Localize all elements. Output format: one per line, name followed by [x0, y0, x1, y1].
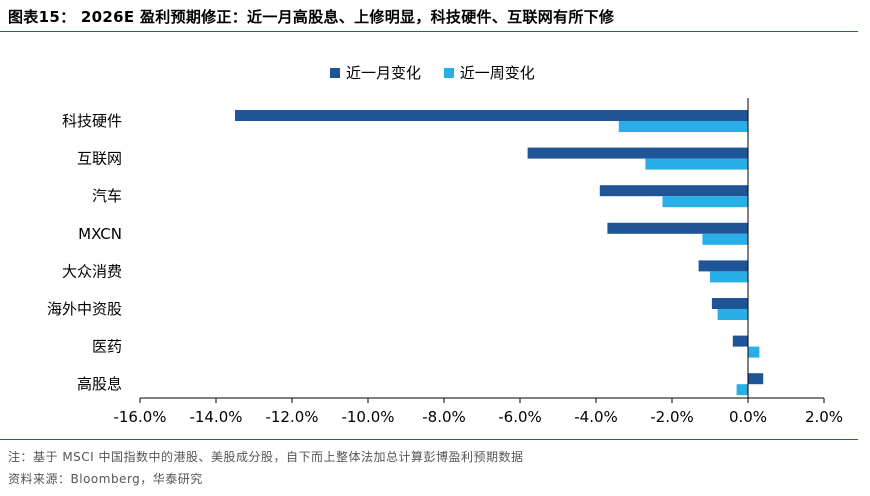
- bar-month-4: [698, 260, 748, 272]
- bar-month-1: [527, 147, 748, 159]
- x-tick-label-8: 0.0%: [729, 408, 767, 426]
- top-rule: [0, 31, 858, 32]
- bar-month-0: [235, 110, 748, 121]
- category-label-2: 汽车: [92, 187, 122, 205]
- legend-label-month: 近一月变化: [346, 64, 422, 82]
- x-tick-label-6: -4.0%: [574, 408, 618, 426]
- x-tick-label-2: -12.0%: [265, 408, 318, 426]
- legend-item-week: 近一周变化: [443, 62, 535, 83]
- legend-item-month: 近一月变化: [330, 62, 421, 83]
- legend-swatch-week: [443, 67, 454, 78]
- bar-month-6: [732, 335, 748, 347]
- chart-title: 图表15： 2026E 盈利预期修正：近一月高股息、上修明显，科技硬件、互联网有…: [8, 8, 615, 26]
- category-label-1: 互联网: [77, 150, 122, 168]
- category-label-6: 医药: [92, 338, 122, 356]
- footnote: 注：基于 MSCI 中国指数中的港股、美股成分股，自下而上整体法加总计算彭博盈利…: [8, 450, 524, 464]
- category-label-0: 科技硬件: [62, 112, 122, 130]
- category-label-3: MXCN: [78, 225, 122, 243]
- category-label-4: 大众消费: [62, 262, 122, 280]
- bar-week-5: [717, 309, 748, 320]
- bar-month-3: [607, 222, 748, 234]
- category-label-5: 海外中资股: [47, 300, 122, 318]
- legend: 近一月变化 近一周变化: [330, 62, 553, 83]
- x-tick-label-7: -2.0%: [650, 408, 694, 426]
- x-tick-label-9: 2.0%: [805, 408, 843, 426]
- bar-month-2: [599, 185, 748, 197]
- x-tick-label-5: -6.0%: [498, 408, 542, 426]
- legend-swatch-month: [330, 67, 340, 78]
- bottom-rule: [0, 439, 858, 440]
- x-tick-label-0: -16.0%: [113, 408, 166, 426]
- bar-week-0: [618, 121, 748, 132]
- bar-month-7: [748, 373, 764, 385]
- bar-week-2: [662, 196, 748, 208]
- bar-week-6: [748, 346, 760, 358]
- bar-week-1: [645, 158, 748, 170]
- x-tick-label-1: -14.0%: [189, 408, 242, 426]
- bar-month-5: [711, 298, 748, 309]
- legend-label-week: 近一周变化: [459, 64, 535, 82]
- x-tick-label-4: -8.0%: [422, 408, 466, 426]
- x-tick-label-3: -10.0%: [341, 408, 394, 426]
- bar-week-7: [736, 384, 748, 396]
- category-label-7: 高股息: [77, 375, 122, 393]
- bar-week-3: [702, 233, 748, 245]
- source-note: 资料来源：Bloomberg，华泰研究: [8, 472, 203, 486]
- bar-week-4: [710, 271, 748, 283]
